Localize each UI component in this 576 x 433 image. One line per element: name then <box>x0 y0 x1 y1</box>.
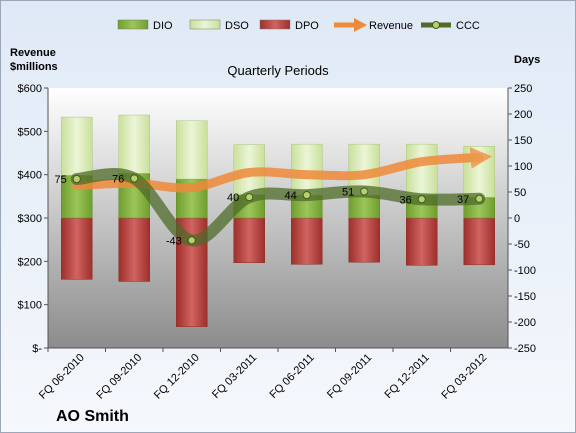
lines-layer: 75 76 -43 40 44 51 36 37 <box>55 147 493 247</box>
right-tick-label-7: 100 <box>514 161 532 173</box>
plot-area <box>48 88 508 348</box>
ccc-data-label-3: 40 <box>227 192 239 204</box>
legend: DIO DSO DPO Revenue CCC <box>117 18 480 32</box>
right-tick-label-10: 250 <box>514 83 532 95</box>
right-tick-label-0: -250 <box>514 343 536 355</box>
legend-label-dso: DSO <box>225 20 249 32</box>
ccc-data-label-0: 75 <box>55 174 67 186</box>
ccc-point-5 <box>360 187 369 196</box>
legend-label-dio: DIO <box>153 20 173 32</box>
bar-dio-5 <box>348 194 380 219</box>
company-name: AO Smith <box>56 408 129 425</box>
ccc-data-label-5: 51 <box>342 186 354 198</box>
left-tick-label-5: $500 <box>18 126 42 138</box>
left-tick-label-6: $600 <box>18 83 42 95</box>
left-tick-label-0: $- <box>32 343 42 355</box>
legend-swatch-dio <box>117 19 149 30</box>
right-axis-label: Days <box>514 54 540 66</box>
left-tick-label-3: $300 <box>18 213 42 225</box>
legend-label-revenue: Revenue <box>369 20 413 32</box>
ccc-point-6 <box>417 195 426 204</box>
bar-dpo-4 <box>291 217 323 265</box>
bar-dpo-5 <box>348 217 380 263</box>
bar-dpo-1 <box>118 217 150 282</box>
bar-dso-6 <box>406 143 438 196</box>
chart-title: Quarterly Periods <box>227 63 329 78</box>
ccc-line <box>70 168 486 247</box>
right-tick-label-9: 200 <box>514 109 532 121</box>
right-tick-label-5: 0 <box>514 213 520 225</box>
ccc-point-0 <box>72 174 81 184</box>
right-tick-label-8: 150 <box>514 135 532 147</box>
ccc-data-label-6: 36 <box>400 194 412 206</box>
bar-dpo-7 <box>463 217 495 266</box>
left-tick-label-1: $100 <box>18 300 42 312</box>
bar-dpo-0 <box>61 217 93 280</box>
legend-swatch-dpo <box>259 19 291 30</box>
left-axis-label-line1: Revenue <box>10 47 56 59</box>
bars-layer <box>61 114 495 327</box>
ccc-point-7 <box>475 194 484 203</box>
bar-dso-4 <box>291 143 323 196</box>
right-tick-label-3: -100 <box>514 265 536 277</box>
right-tick-label-1: -200 <box>514 317 536 329</box>
ccc-point-1 <box>130 174 139 183</box>
ccc-point-3 <box>245 193 254 202</box>
legend-swatch-ccc-marker <box>432 21 440 29</box>
legend-swatch-revenue-arrowhead <box>354 18 367 32</box>
bar-dpo-3 <box>233 217 265 263</box>
left-tick-label-2: $200 <box>18 256 42 268</box>
right-tick-label-4: -50 <box>514 239 530 251</box>
right-tick-label-2: -150 <box>514 291 536 303</box>
ccc-data-label-7: 37 <box>457 194 469 206</box>
legend-label-dpo: DPO <box>295 20 319 32</box>
bar-dso-1 <box>118 114 150 174</box>
legend-label-ccc: CCC <box>456 20 480 32</box>
ccc-data-label-2: -43 <box>166 235 182 247</box>
bar-dpo-6 <box>406 217 438 266</box>
ccc-data-label-1: 76 <box>112 173 124 185</box>
right-tick-label-6: 50 <box>514 187 526 199</box>
left-axis-label-line2: $millions <box>10 61 58 73</box>
bar-dso-2 <box>176 120 208 180</box>
left-tick-label-4: $400 <box>18 170 42 182</box>
legend-swatch-dso <box>189 19 221 30</box>
bar-dso-0 <box>61 116 93 176</box>
ccc-point-2 <box>187 236 196 245</box>
ccc-point-4 <box>302 191 311 200</box>
ccc-data-label-4: 44 <box>285 190 297 202</box>
